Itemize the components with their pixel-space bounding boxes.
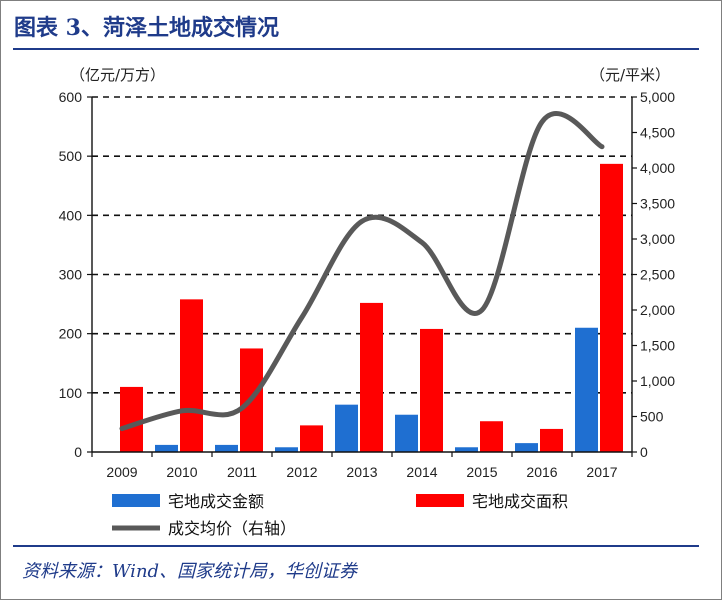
avg-price-line <box>119 111 605 432</box>
figure-title: 图表 3、菏泽土地成交情况 <box>14 15 279 41</box>
right-tick-label: 1,500 <box>640 338 675 354</box>
left-tick-label: 200 <box>59 326 83 342</box>
left-tick-label: 300 <box>59 267 83 283</box>
title-divider <box>13 48 699 50</box>
area-bar-2014 <box>420 328 443 452</box>
right-tick-label: 0 <box>640 444 648 460</box>
legend-swatch-amount <box>112 494 160 507</box>
source-note: 资料来源：Wind、国家统计局，华创证券 <box>22 561 358 582</box>
left-tick-label: 600 <box>59 89 83 105</box>
legend-label-amount: 宅地成交金额 <box>168 492 264 511</box>
legend-label-area: 宅地成交面积 <box>472 492 568 511</box>
x-tick-label: 2012 <box>286 464 317 480</box>
left-tick-label: 100 <box>59 385 83 401</box>
x-tick-label: 2010 <box>166 464 197 480</box>
right-tick-label: 2,000 <box>640 302 675 318</box>
amount-bar-2012 <box>275 447 298 452</box>
amount-bar-2013 <box>335 404 358 452</box>
right-tick-label: 4,500 <box>640 125 675 141</box>
area-bar-2017 <box>600 163 623 452</box>
area-bar-2009 <box>120 386 143 452</box>
amount-bar-2011 <box>215 444 238 452</box>
source-divider <box>13 545 699 547</box>
legend-label-price: 成交均价（右轴） <box>168 519 296 538</box>
amount-bar-2014 <box>395 414 418 452</box>
left-tick-label: 500 <box>59 148 83 164</box>
area-bar-2015 <box>480 421 503 452</box>
area-bar-2010 <box>180 299 203 452</box>
amount-bar-2015 <box>455 447 478 452</box>
left-tick-label: 400 <box>59 207 83 223</box>
x-tick-label: 2014 <box>406 464 437 480</box>
amount-bar-2017 <box>575 327 598 452</box>
right-tick-label: 3,500 <box>640 196 675 212</box>
legend-swatch-area <box>416 494 464 507</box>
x-tick-label: 2013 <box>346 464 377 480</box>
right-tick-label: 5,000 <box>640 89 675 105</box>
x-tick-label: 2016 <box>526 464 557 480</box>
x-tick-label: 2015 <box>466 464 497 480</box>
amount-bar-2016 <box>515 443 538 452</box>
area-bar-2012 <box>300 425 323 452</box>
right-tick-label: 2,500 <box>640 267 675 283</box>
right-tick-label: 1,000 <box>640 373 675 389</box>
right-tick-label: 4,000 <box>640 160 675 176</box>
amount-bar-2010 <box>155 444 178 452</box>
left-tick-label: 0 <box>74 444 82 460</box>
x-tick-label: 2011 <box>227 464 257 480</box>
right-tick-label: 3,000 <box>640 231 675 247</box>
area-bar-2016 <box>540 428 563 452</box>
x-tick-label: 2017 <box>586 464 617 480</box>
right-axis-unit: （元/平米） <box>590 66 670 84</box>
left-axis-unit: （亿元/万方） <box>70 66 165 84</box>
right-tick-label: 500 <box>640 409 664 425</box>
area-bar-2013 <box>360 302 383 452</box>
x-tick-label: 2009 <box>106 464 137 480</box>
